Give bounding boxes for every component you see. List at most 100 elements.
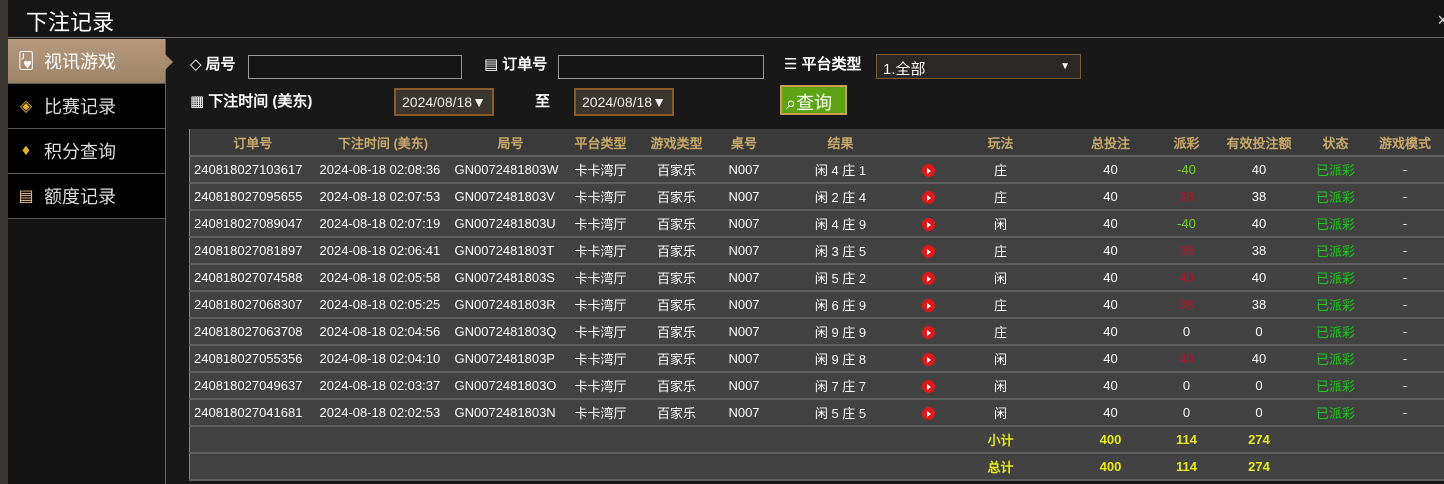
sidebar-item-credit-records[interactable]: ▤ 额度记录 — [8, 174, 165, 219]
bet-type-cell: 庄 — [940, 237, 1061, 265]
platform-cell: 卡卡湾厅 — [570, 237, 631, 265]
close-icon[interactable]: × — [1437, 10, 1444, 30]
replay-cell[interactable] — [915, 399, 941, 427]
round-input[interactable] — [248, 55, 462, 79]
bet-time-cell: 2024-08-18 02:04:56 — [315, 318, 451, 346]
status-cell: 已派彩 — [1305, 156, 1366, 184]
round-label: ◇ 局号 — [190, 53, 236, 74]
bet-time-cell: 2024-08-18 02:05:25 — [315, 291, 451, 319]
date-to-picker[interactable]: 2024/08/18▼ — [574, 88, 674, 116]
total-bet-cell: 40 — [1060, 237, 1161, 265]
round-id-cell: GN0072481803W — [450, 156, 571, 184]
play-video-icon[interactable] — [921, 245, 935, 259]
bet-time-cell: 2024-08-18 02:07:19 — [315, 210, 451, 238]
sidebar-item-live-games[interactable]: 🂻 视讯游戏 — [8, 39, 173, 84]
replay-cell[interactable] — [915, 210, 941, 238]
round-id-cell: GN0072481803Q — [450, 318, 571, 346]
sidebar-item-points[interactable]: ♦ 积分查询 — [8, 129, 165, 174]
platform-cell: 卡卡湾厅 — [570, 345, 631, 373]
replay-cell[interactable] — [915, 183, 941, 211]
result-cell: 闲 5 庄 2 — [765, 264, 916, 292]
payout-cell: 38 — [1160, 183, 1213, 211]
order-id-cell: 240818027049637 — [189, 372, 316, 400]
document-icon: ▤ — [18, 188, 34, 205]
table-row: 240818027103617 2024-08-18 02:08:36 GN0072… — [189, 156, 1444, 184]
subtotal-label: 小计 — [940, 426, 1061, 454]
platform-label-text: 平台类型 — [801, 56, 862, 73]
bet-type-cell: 闲 — [940, 345, 1061, 373]
total-bet-cell: 40 — [1060, 183, 1161, 211]
replay-cell[interactable] — [915, 291, 941, 319]
ticket-icon: ◈ — [19, 98, 33, 115]
game-type-cell: 百家乐 — [630, 345, 723, 373]
order-input[interactable] — [558, 55, 764, 79]
bet-time-cell: 2024-08-18 02:02:53 — [315, 399, 451, 427]
date-from-picker[interactable]: 2024/08/18▼ — [394, 88, 494, 116]
order-label: ▤ 订单号 — [484, 53, 547, 74]
platform-cell: 卡卡湾厅 — [570, 291, 631, 319]
payout-cell: 0 — [1160, 372, 1213, 400]
platform-label: ☰ 平台类型 — [784, 53, 861, 74]
total-bet-cell: 40 — [1060, 291, 1161, 319]
bet-time-cell: 2024-08-18 02:08:36 — [315, 156, 451, 184]
table-row: 240818027049637 2024-08-18 02:03:37 GN0072… — [189, 372, 1444, 400]
play-video-icon[interactable] — [921, 326, 935, 340]
total-row: 总计 400 114 274 — [189, 453, 1444, 481]
search-icon: ⌕ — [786, 93, 797, 113]
play-video-icon[interactable] — [921, 353, 935, 367]
table-id-cell: N007 — [722, 264, 766, 292]
result-cell: 闲 3 庄 5 — [765, 237, 916, 265]
status-cell: 已派彩 — [1305, 183, 1366, 211]
status-cell: 已派彩 — [1305, 264, 1366, 292]
status-cell: 已派彩 — [1305, 372, 1366, 400]
sidebar-item-label: 积分查询 — [44, 142, 116, 162]
total-bet-cell: 40 — [1060, 156, 1161, 184]
bet-type-cell: 庄 — [940, 291, 1061, 319]
table-row: 240818027074588 2024-08-18 02:05:58 GN0072… — [189, 264, 1444, 292]
page-title: 下注记录 — [26, 10, 115, 35]
query-button-label: 查询 — [796, 93, 833, 113]
game-mode-cell: - — [1365, 291, 1444, 319]
round-id-cell: GN0072481803O — [450, 372, 571, 400]
order-id-cell: 240818027103617 — [189, 156, 316, 184]
replay-cell[interactable] — [915, 345, 941, 373]
subtotal-valid-bet: 274 — [1212, 426, 1306, 454]
play-video-icon[interactable] — [921, 218, 935, 232]
column-header: 桌号 — [722, 129, 766, 157]
title-bar: 下注记录 × — [8, 0, 1444, 38]
list-icon: ☰ — [784, 55, 798, 73]
round-id-cell: GN0072481803S — [450, 264, 571, 292]
play-video-icon[interactable] — [921, 380, 935, 394]
table-id-cell: N007 — [722, 183, 766, 211]
play-video-icon[interactable] — [921, 299, 935, 313]
round-id-cell: GN0072481803N — [450, 399, 571, 427]
play-video-icon[interactable] — [921, 164, 935, 178]
replay-cell[interactable] — [915, 156, 941, 184]
sidebar-item-match-records[interactable]: ◈ 比赛记录 — [8, 84, 165, 129]
payout-cell: -40 — [1160, 210, 1213, 238]
platform-cell: 卡卡湾厅 — [570, 318, 631, 346]
replay-cell[interactable] — [915, 372, 941, 400]
result-cell: 闲 6 庄 9 — [765, 291, 916, 319]
play-video-icon[interactable] — [921, 407, 935, 421]
valid-bet-cell: 40 — [1212, 210, 1306, 238]
payout-cell: 0 — [1160, 399, 1213, 427]
total-bet-cell: 40 — [1060, 318, 1161, 346]
game-mode-cell: - — [1365, 372, 1444, 400]
round-id-cell: GN0072481803P — [450, 345, 571, 373]
table-id-cell: N007 — [722, 318, 766, 346]
query-button[interactable]: ⌕查询 — [780, 85, 847, 115]
round-id-cell: GN0072481803V — [450, 183, 571, 211]
replay-cell[interactable] — [915, 237, 941, 265]
result-cell: 闲 2 庄 4 — [765, 183, 916, 211]
replay-cell[interactable] — [915, 264, 941, 292]
bet-time-cell: 2024-08-18 02:05:58 — [315, 264, 451, 292]
play-video-icon[interactable] — [921, 272, 935, 286]
platform-select[interactable]: 1.全部 ▼ — [876, 54, 1081, 79]
replay-cell[interactable] — [915, 318, 941, 346]
total-bet-cell: 40 — [1060, 345, 1161, 373]
total-bet-cell: 40 — [1060, 372, 1161, 400]
payout-cell: -40 — [1160, 156, 1213, 184]
play-video-icon[interactable] — [921, 191, 935, 205]
status-cell: 已派彩 — [1305, 291, 1366, 319]
